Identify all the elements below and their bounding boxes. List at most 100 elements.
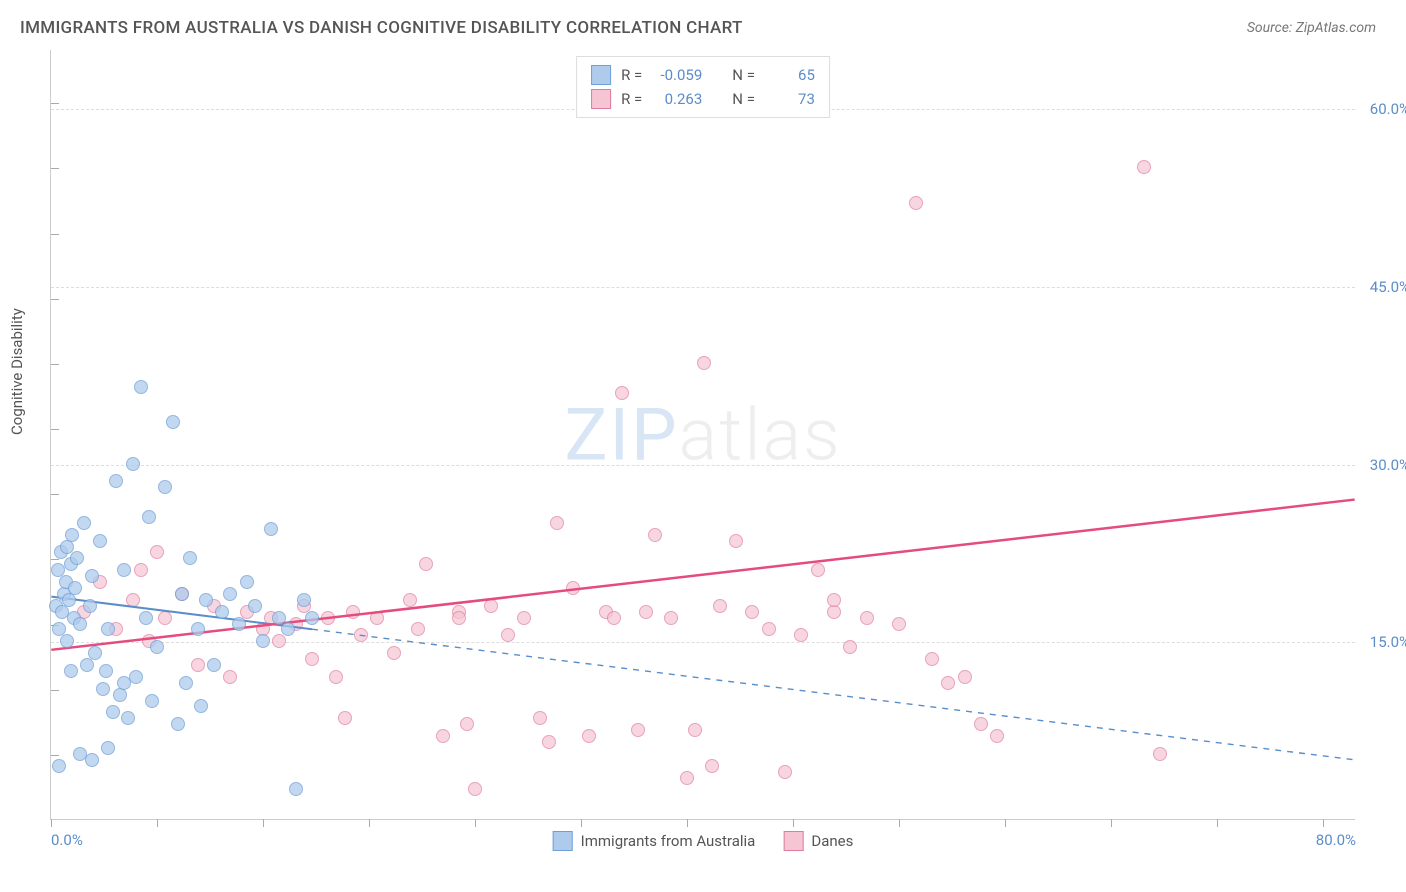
scatter-point (223, 587, 237, 601)
scatter-point (329, 670, 343, 684)
scatter-point (101, 622, 115, 636)
scatter-point (468, 782, 482, 796)
scatter-point (83, 599, 97, 613)
scatter-point (106, 705, 120, 719)
scatter-point (134, 380, 148, 394)
scatter-point (843, 640, 857, 654)
scatter-point (811, 563, 825, 577)
scatter-point (223, 670, 237, 684)
scatter-point (542, 735, 556, 749)
scatter-point (794, 628, 808, 642)
legend-series-item: Danes (783, 831, 853, 851)
x-tick-label: 0.0% (51, 831, 83, 849)
scatter-point (150, 545, 164, 559)
scatter-point (240, 575, 254, 589)
scatter-point (64, 664, 78, 678)
scatter-point (142, 510, 156, 524)
y-tick (51, 429, 59, 430)
scatter-point (1153, 747, 1167, 761)
scatter-point (354, 628, 368, 642)
scatter-point (484, 599, 498, 613)
x-tick (1323, 819, 1324, 827)
source-attribution: Source: ZipAtlas.com (1247, 20, 1376, 36)
grid-line (51, 287, 1355, 288)
scatter-point (338, 711, 352, 725)
scatter-point (321, 611, 335, 625)
legend-series-label: Immigrants from Australia (581, 832, 756, 850)
x-tick (157, 819, 158, 827)
scatter-point (305, 611, 319, 625)
scatter-point (436, 729, 450, 743)
scatter-point (166, 415, 180, 429)
x-tick (1005, 819, 1006, 827)
scatter-point (85, 569, 99, 583)
scatter-point (631, 723, 645, 737)
scatter-point (158, 611, 172, 625)
scatter-point (419, 557, 433, 571)
y-tick-label: 45.0% (1370, 278, 1406, 296)
scatter-point (533, 711, 547, 725)
x-tick (581, 819, 582, 827)
scatter-point (248, 599, 262, 613)
scatter-point (974, 717, 988, 731)
scatter-point (191, 658, 205, 672)
scatter-point (892, 617, 906, 631)
scatter-point (134, 563, 148, 577)
source-prefix: Source: (1247, 20, 1296, 36)
scatter-point (697, 356, 711, 370)
plot-area: ZIPatlas R =-0.059N =65R =0.263N =73 Imm… (50, 50, 1355, 820)
scatter-point (199, 593, 213, 607)
y-tick (51, 364, 59, 365)
scatter-point (745, 605, 759, 619)
scatter-point (705, 759, 719, 773)
scatter-point (272, 634, 286, 648)
scatter-point (370, 611, 384, 625)
scatter-point (990, 729, 1004, 743)
scatter-point (70, 551, 84, 565)
legend-swatch (783, 831, 803, 851)
scatter-point (139, 611, 153, 625)
scatter-point (1137, 160, 1151, 174)
scatter-point (387, 646, 401, 660)
legend-r-label: R = (621, 87, 642, 111)
scatter-point (452, 611, 466, 625)
series-legend: Immigrants from Australia Danes (553, 831, 854, 851)
scatter-point (99, 664, 113, 678)
scatter-point (550, 516, 564, 530)
legend-r-value: -0.059 (652, 63, 702, 87)
scatter-point (713, 599, 727, 613)
chart-title: IMMIGRANTS FROM AUSTRALIA VS DANISH COGN… (20, 18, 743, 38)
trend-line-dashed (312, 629, 1355, 760)
legend-r-label: R = (621, 63, 642, 87)
scatter-point (179, 676, 193, 690)
scatter-point (126, 457, 140, 471)
legend-n-label: N = (732, 63, 755, 87)
x-tick-label: 80.0% (1316, 831, 1356, 849)
scatter-point (80, 658, 94, 672)
scatter-point (194, 699, 208, 713)
x-tick (899, 819, 900, 827)
x-tick (475, 819, 476, 827)
y-tick-label: 60.0% (1370, 100, 1406, 118)
scatter-point (346, 605, 360, 619)
scatter-point (88, 646, 102, 660)
scatter-point (191, 622, 205, 636)
scatter-point (281, 622, 295, 636)
scatter-point (648, 528, 662, 542)
scatter-point (175, 587, 189, 601)
scatter-point (289, 782, 303, 796)
scatter-point (158, 480, 172, 494)
scatter-point (688, 723, 702, 737)
scatter-point (117, 676, 131, 690)
y-tick (51, 755, 59, 756)
scatter-point (109, 474, 123, 488)
scatter-point (909, 196, 923, 210)
scatter-point (582, 729, 596, 743)
scatter-point (93, 534, 107, 548)
correlation-legend: R =-0.059N =65R =0.263N =73 (576, 56, 830, 118)
x-tick (263, 819, 264, 827)
scatter-point (256, 634, 270, 648)
y-tick-label: 15.0% (1370, 633, 1406, 651)
source-name: ZipAtlas.com (1296, 20, 1376, 36)
x-tick (369, 819, 370, 827)
